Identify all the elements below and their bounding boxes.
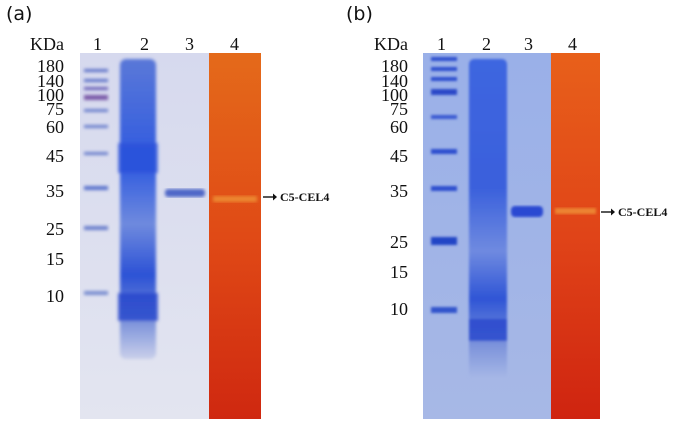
panel-a-lane-1-label: 1 — [93, 34, 102, 54]
panel-b-marker-60: 60 — [390, 117, 408, 137]
panel-b-marker-25: 25 — [390, 232, 408, 252]
panel-b-marker-100: 100 — [381, 85, 408, 105]
panel-b-crude-lane — [469, 59, 507, 379]
panel-b-marker-75: 75 — [390, 99, 408, 119]
panel-a-marker-75: 75 — [46, 99, 64, 119]
panel-a-lane-3-label: 3 — [185, 34, 194, 54]
panel-a-crude-lane — [118, 59, 158, 359]
panel-a-arrow-icon — [263, 193, 277, 201]
panel-b-marker-15: 15 — [390, 262, 408, 282]
panel-a-band-label: C5-CEL4 — [280, 190, 330, 204]
panel-a-marker-10: 10 — [46, 286, 64, 306]
panel-a-marker-140: 140 — [37, 71, 64, 91]
panel-a-marker-15: 15 — [46, 249, 64, 269]
panel-b-marker-140: 140 — [381, 71, 408, 91]
panel-a-zymogram-lane — [209, 53, 261, 419]
panel-a-marker-35: 35 — [46, 181, 64, 201]
panel-b-arrow-icon — [601, 208, 615, 216]
panel-b-marker-35: 35 — [390, 181, 408, 201]
panel-a-purified-band — [165, 189, 205, 197]
panel-a-unit-label: KDa — [30, 34, 64, 54]
panel-b-label: (b) — [346, 3, 373, 25]
panel-a-marker-25: 25 — [46, 219, 64, 239]
panel-b-lane-4-label: 4 — [568, 34, 577, 54]
panel-b-marker-10: 10 — [390, 299, 408, 319]
panel-a-gel-image — [80, 53, 261, 419]
panel-b-zymogram-band — [555, 208, 596, 214]
panel-b-unit-label: KDa — [374, 34, 408, 54]
panel-a-ladder-lane — [84, 69, 108, 295]
panel-a-marker-180: 180 — [37, 56, 64, 76]
panel-a-marker-45: 45 — [46, 146, 64, 166]
panel-b-lane-2-label: 2 — [482, 34, 491, 54]
panel-a-lane-2-label: 2 — [140, 34, 149, 54]
panel-b-zymogram-lane — [551, 53, 600, 419]
panel-b-gel-image — [423, 53, 600, 419]
panel-b-lane-1-label: 1 — [437, 34, 446, 54]
panel-b-lane-3-label: 3 — [524, 34, 533, 54]
panel-b-marker-180: 180 — [381, 56, 408, 76]
panel-a-label: (a) — [6, 3, 33, 25]
panel-a-marker-100: 100 — [37, 85, 64, 105]
panel-b-ladder-lane — [431, 57, 457, 313]
panel-b-marker-45: 45 — [390, 146, 408, 166]
panel-b-purified-band — [511, 206, 543, 217]
panel-a-lane-4-label: 4 — [230, 34, 239, 54]
panel-b-band-label: C5-CEL4 — [618, 205, 668, 219]
panel-a-marker-60: 60 — [46, 117, 64, 137]
panel-a-zymogram-band — [213, 196, 257, 202]
